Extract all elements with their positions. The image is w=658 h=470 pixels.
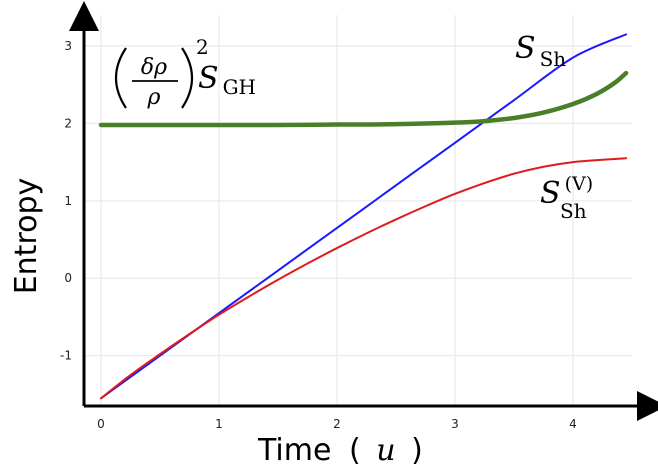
x-tick-label-0: 0	[97, 417, 105, 431]
y-tick-label-3: 2	[64, 116, 72, 130]
s-shv-sub-label: Sh	[560, 199, 587, 223]
y-tick-label-2: 1	[64, 194, 72, 208]
x-tick-label-4: 4	[569, 417, 577, 431]
series-layer	[98, 33, 629, 400]
left-paren	[115, 47, 127, 109]
y-tick-label-0: -1	[60, 349, 72, 363]
x-tick-label-3: 3	[451, 417, 459, 431]
y-axis-title: Entropy	[9, 178, 44, 295]
sgh-label: δρ ρ 2 S GH	[115, 35, 256, 110]
x-axis-title-var: u	[376, 433, 395, 468]
s-shv-label: S (V)	[540, 173, 593, 211]
x-axis-title-paren-open: (	[349, 433, 361, 468]
s-shv-base: S	[540, 176, 561, 211]
y-tick-label-1: 0	[64, 271, 72, 285]
y-tick-labels: -1 0 1 2 3	[60, 39, 72, 363]
s-gh-base: S	[198, 61, 219, 96]
fraction-numerator: δρ	[141, 55, 167, 80]
power-label: 2	[196, 35, 209, 59]
x-axis-title-text: Time	[257, 433, 331, 468]
fraction-denominator: ρ	[147, 85, 161, 110]
x-axis-title-paren-close: )	[411, 433, 423, 468]
s-sh-label: S Sh	[515, 31, 566, 71]
right-paren	[181, 47, 193, 109]
s-sh-base: S	[515, 31, 536, 66]
s-gh-sub: GH	[223, 75, 256, 99]
s-shv-line	[100, 157, 628, 400]
s-shv-sup: (V)	[565, 173, 594, 195]
x-tick-label-2: 2	[333, 417, 341, 431]
s-gh-label: S GH	[198, 61, 256, 99]
s-sh-line	[100, 33, 628, 400]
x-tick-label-1: 1	[215, 417, 223, 431]
sgh-line	[98, 70, 629, 128]
y-tick-label-4: 3	[64, 39, 72, 53]
x-tick-labels: 0 1 2 3 4	[97, 417, 577, 431]
x-axis-title: Time ( u )	[257, 433, 423, 468]
s-sh-sub: Sh	[540, 47, 567, 71]
